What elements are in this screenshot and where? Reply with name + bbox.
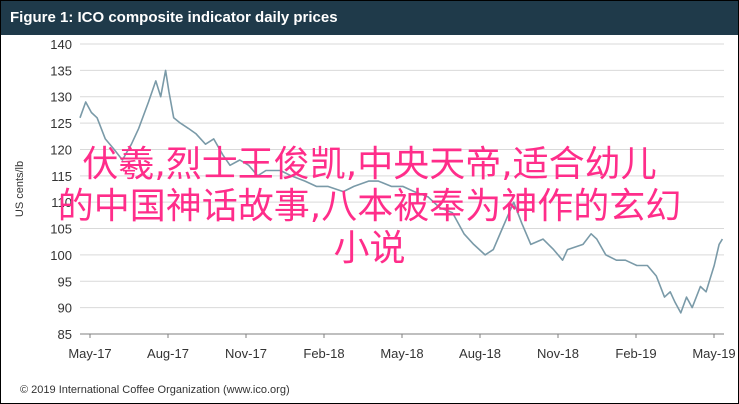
x-tick-label: Nov-18 — [537, 346, 579, 361]
overlay-text-line-3: 小说 — [333, 228, 406, 269]
y-tick-label: 95 — [58, 274, 72, 289]
overlay-text-line-1: 伏羲,烈士王俊凯,中央天帝,适合幼儿 — [82, 144, 657, 185]
y-tick-label: 130 — [50, 90, 72, 105]
x-tick-label: May-19 — [692, 346, 735, 361]
y-tick-label: 100 — [50, 248, 72, 263]
y-tick-label: 90 — [58, 301, 72, 316]
y-tick-label: 85 — [58, 327, 72, 342]
y-tick-label: 110 — [51, 195, 72, 210]
y-axis-label: US cents/lb — [14, 161, 26, 217]
overlay-text-line-2: 的中国神话故事,八本被奉为神作的玄幻 — [57, 186, 682, 227]
y-tick-label: 105 — [50, 222, 72, 237]
x-tick-label: Aug-18 — [459, 346, 501, 361]
x-tick-label: Feb-18 — [303, 346, 344, 361]
title-bar: Figure 1: ICO composite indicator daily … — [1, 1, 738, 35]
y-tick-label: 135 — [50, 63, 72, 78]
y-tick-label: 120 — [50, 142, 72, 157]
y-tick-label: 140 — [50, 37, 72, 52]
price-series-line — [79, 69, 724, 314]
x-tick-label: Feb-19 — [615, 346, 656, 361]
x-tick-label: Nov-17 — [225, 346, 267, 361]
figure-title: Figure 1: ICO composite indicator daily … — [10, 9, 338, 26]
x-tick-label: May-17 — [68, 346, 111, 361]
x-tick-label: May-18 — [380, 346, 423, 361]
y-tick-label: 115 — [51, 169, 72, 184]
y-tick-label: 125 — [50, 116, 72, 131]
copyright-footer: © 2019 International Coffee Organization… — [20, 384, 290, 396]
x-tick-label: Aug-17 — [147, 346, 189, 361]
